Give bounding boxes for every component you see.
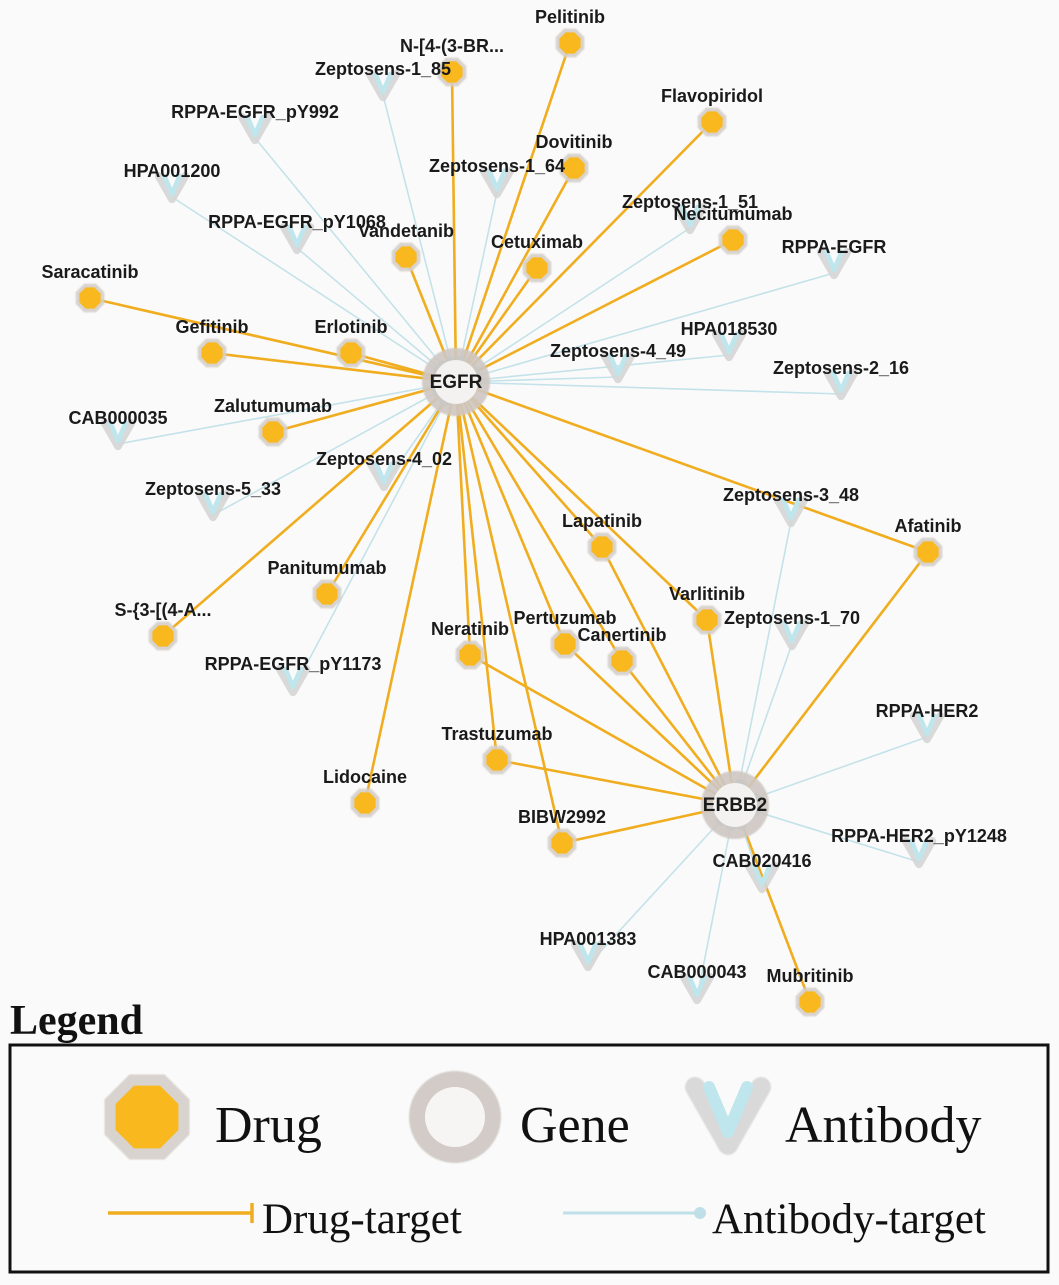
svg-text:Canertinib: Canertinib [577,625,666,645]
svg-text:Gene: Gene [520,1097,630,1154]
svg-text:Varlitinib: Varlitinib [669,584,745,604]
svg-text:Zalutumumab: Zalutumumab [214,396,332,416]
svg-text:Zeptosens-1_64: Zeptosens-1_64 [429,156,565,176]
svg-text:Neratinib: Neratinib [431,619,509,639]
svg-text:Lidocaine: Lidocaine [323,767,407,787]
svg-text:Legend: Legend [10,998,143,1044]
svg-text:Lapatinib: Lapatinib [562,511,642,531]
svg-text:Zeptosens-5_33: Zeptosens-5_33 [145,479,281,499]
svg-text:N-[4-(3-BR...: N-[4-(3-BR... [400,36,504,56]
svg-text:Afatinib: Afatinib [895,516,962,536]
svg-text:RPPA-EGFR: RPPA-EGFR [782,237,887,257]
svg-text:Dovitinib: Dovitinib [536,132,613,152]
svg-text:Zeptosens-4_02: Zeptosens-4_02 [316,449,452,469]
svg-text:Zeptosens-4_49: Zeptosens-4_49 [550,341,686,361]
svg-text:Antibody: Antibody [785,1097,981,1154]
svg-text:Zeptosens-2_16: Zeptosens-2_16 [773,358,909,378]
svg-text:Zeptosens-1_70: Zeptosens-1_70 [724,608,860,628]
svg-text:Flavopiridol: Flavopiridol [661,86,763,106]
svg-text:BIBW2992: BIBW2992 [518,807,606,827]
svg-text:CAB000043: CAB000043 [647,962,746,982]
svg-text:Pelitinib: Pelitinib [535,7,605,27]
svg-text:Antibody-target: Antibody-target [712,1196,986,1243]
svg-text:HPA001200: HPA001200 [124,161,221,181]
svg-text:CAB000035: CAB000035 [68,408,167,428]
svg-text:Panitumumab: Panitumumab [267,558,386,578]
svg-text:Gefitinib: Gefitinib [176,317,249,337]
svg-text:RPPA-EGFR_pY1068: RPPA-EGFR_pY1068 [208,212,386,232]
svg-text:Erlotinib: Erlotinib [315,317,388,337]
svg-text:Mubritinib: Mubritinib [767,966,854,986]
svg-text:Zeptosens-3_48: Zeptosens-3_48 [723,485,859,505]
svg-text:CAB020416: CAB020416 [712,851,811,871]
svg-text:RPPA-HER2: RPPA-HER2 [876,701,979,721]
svg-text:Zeptosens-1_51: Zeptosens-1_51 [622,192,758,212]
svg-text:RPPA-EGFR_pY1173: RPPA-EGFR_pY1173 [205,654,382,674]
svg-text:Cetuximab: Cetuximab [491,232,583,252]
svg-text:Saracatinib: Saracatinib [41,262,138,282]
svg-text:EGFR: EGFR [430,372,483,393]
svg-text:HPA018530: HPA018530 [681,319,778,339]
svg-text:HPA001383: HPA001383 [540,929,637,949]
svg-text:Drug: Drug [215,1097,322,1154]
svg-text:RPPA-EGFR_pY992: RPPA-EGFR_pY992 [171,102,339,122]
svg-text:Drug-target: Drug-target [262,1196,462,1243]
svg-text:Trastuzumab: Trastuzumab [441,724,552,744]
svg-text:S-{3-[(4-A...: S-{3-[(4-A... [114,600,211,620]
svg-text:ERBB2: ERBB2 [703,795,767,816]
svg-text:Zeptosens-1_85: Zeptosens-1_85 [315,59,451,79]
svg-text:RPPA-HER2_pY1248: RPPA-HER2_pY1248 [831,826,1007,846]
